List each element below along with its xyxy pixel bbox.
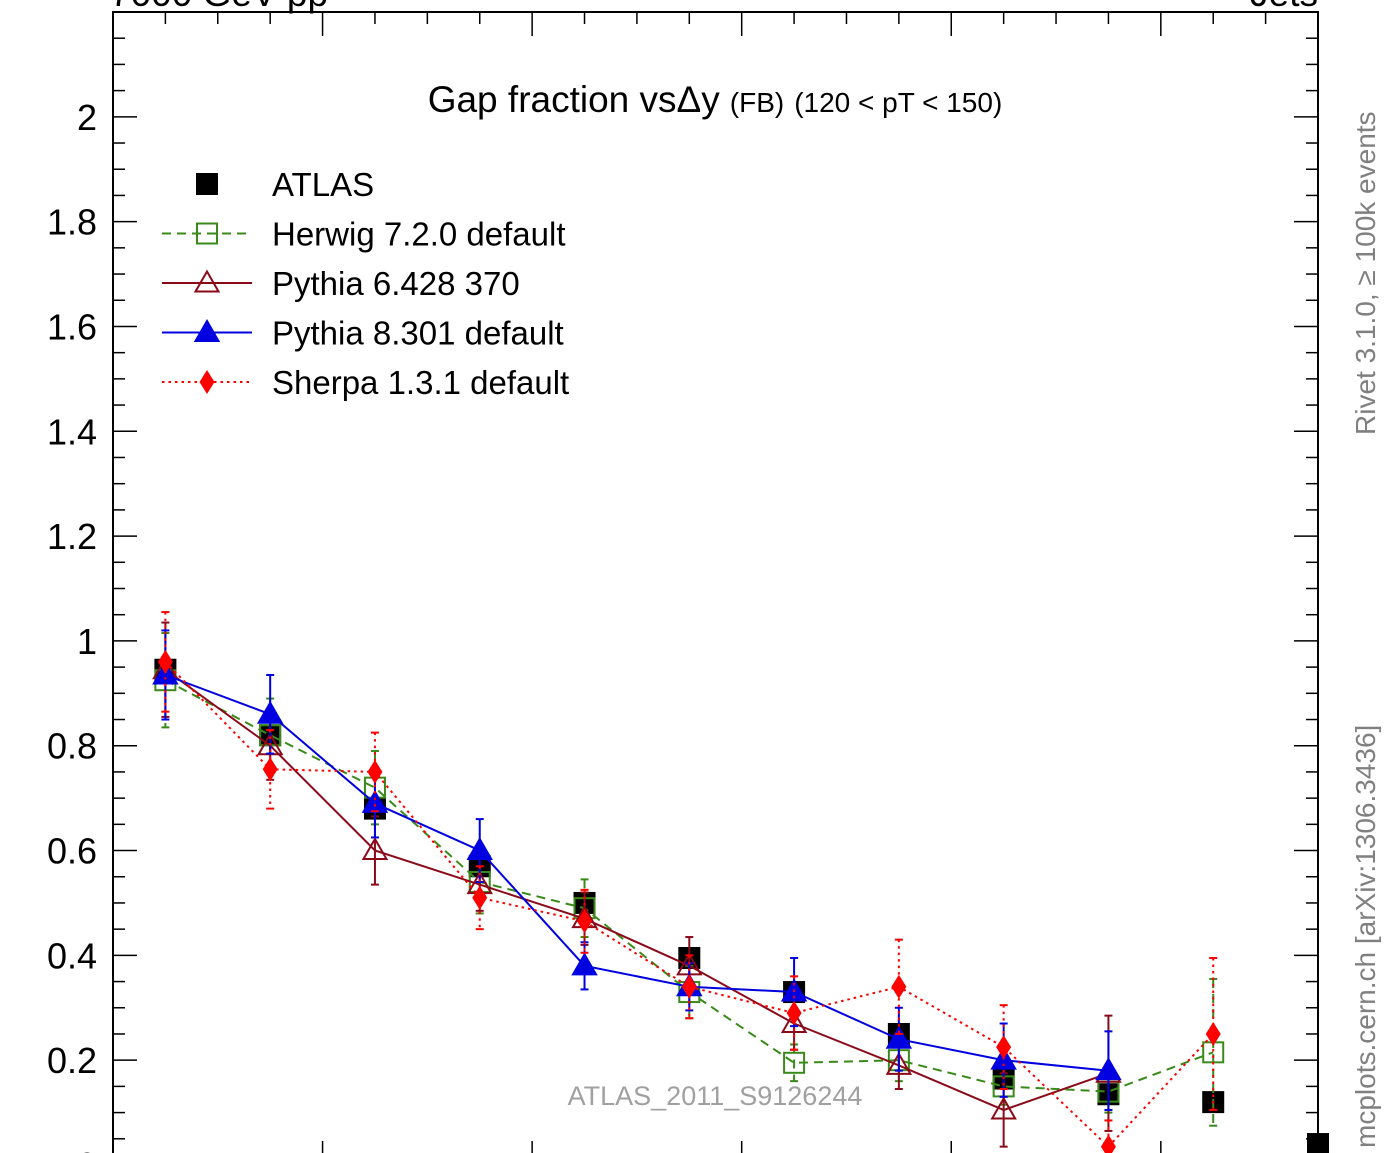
y-tick-label: 1.4 [47, 411, 97, 452]
legend-label: ATLAS [272, 166, 374, 203]
data-point [1095, 1057, 1122, 1081]
chart-title-main: Gap fraction vs [428, 79, 677, 120]
series-herwig-7-2-0-default [154, 632, 1225, 1127]
legend-label: Pythia 6.428 370 [272, 265, 520, 302]
header-right-label: Jets [1250, 0, 1318, 14]
legend: ATLAS Herwig 7.2.0 default Pythia 6.428 37… [162, 166, 569, 401]
legend-item: Herwig 7.2.0 default [162, 216, 566, 253]
y-tick-label: 1.2 [47, 516, 97, 557]
y-tick-label: 0.4 [47, 935, 97, 976]
data-point [571, 952, 598, 976]
chart-title-symbol: Δy [677, 79, 721, 120]
data-point [996, 1035, 1012, 1060]
side-label-bottom: mcplots.cern.ch [arXiv:1306.3436] [1350, 725, 1381, 1148]
y-tick-label: 2 [77, 97, 97, 138]
legend-label: Sherpa 1.3.1 default [272, 364, 569, 401]
chart-title-paren: (FB) [730, 87, 784, 118]
series-line [165, 674, 1109, 1072]
legend-item: Pythia 6.428 370 [162, 265, 520, 302]
series-atlas [154, 658, 1329, 1153]
data-point [157, 649, 173, 674]
data-point [885, 1051, 913, 1075]
data-point [466, 837, 493, 861]
data-point [199, 370, 215, 394]
data-point [1205, 1021, 1221, 1046]
data-point [681, 974, 697, 999]
series-sherpa-1-3-1-default [157, 611, 1221, 1153]
title-layer: Gap fraction vsΔy (FB) (120 < pT < 150) [428, 79, 1003, 120]
series-pythia-6-428-370 [152, 621, 1122, 1148]
series-line [164, 679, 1214, 1093]
data-point [262, 757, 278, 782]
series-layer [152, 611, 1329, 1153]
series-line [164, 668, 1109, 1112]
legend-label: Herwig 7.2.0 default [272, 216, 566, 253]
y-tick-label: 1.6 [47, 306, 97, 347]
y-tick-label: 0.6 [47, 831, 97, 872]
data-point [196, 222, 218, 245]
data-point [577, 909, 593, 934]
data-point [780, 1009, 808, 1033]
data-point [472, 885, 488, 910]
data-point [786, 1001, 802, 1026]
side-label-top: Rivet 3.1.0, ≥ 100k events [1350, 111, 1381, 435]
legend-item: ATLAS [196, 166, 374, 203]
y-tick-label: 0.8 [47, 726, 97, 767]
data-point [193, 269, 221, 293]
y-tick-label: 0 [77, 1145, 97, 1153]
data-point [1100, 1134, 1116, 1153]
axes-layer: 0 0.2 0.4 0.6 0.8 1 1.2 1.4 1.6 1.8 2 [47, 11, 1319, 1153]
chart-title: Gap fraction vsΔy (FB) (120 < pT < 150) [428, 79, 1003, 120]
data-point [196, 173, 218, 195]
series-line [164, 661, 1214, 1149]
data-point [891, 974, 907, 999]
data-point [990, 1096, 1017, 1120]
y-tick-label: 1 [77, 621, 97, 662]
data-point [367, 759, 383, 784]
data-point [1307, 1133, 1329, 1153]
y-tick-label: 1.8 [47, 202, 97, 243]
series-pythia-8-301-default [152, 629, 1122, 1111]
legend-item: Sherpa 1.3.1 default [162, 364, 569, 401]
data-point [256, 700, 284, 724]
analysis-watermark: ATLAS_2011_S9126244 [568, 1081, 863, 1111]
header-left-label: 7000 GeV pp [110, 0, 328, 14]
chart-title-range: (120 < pT < 150) [794, 87, 1002, 118]
header-layer: 7000 GeV pp Jets [110, 0, 1318, 14]
y-tick-label: 0.2 [47, 1040, 97, 1081]
data-point [193, 318, 221, 342]
legend-item: Pythia 8.301 default [162, 315, 564, 352]
data-point [885, 1025, 913, 1049]
data-point [361, 837, 389, 861]
data-point [783, 1051, 806, 1074]
legend-label: Pythia 8.301 default [272, 315, 564, 352]
